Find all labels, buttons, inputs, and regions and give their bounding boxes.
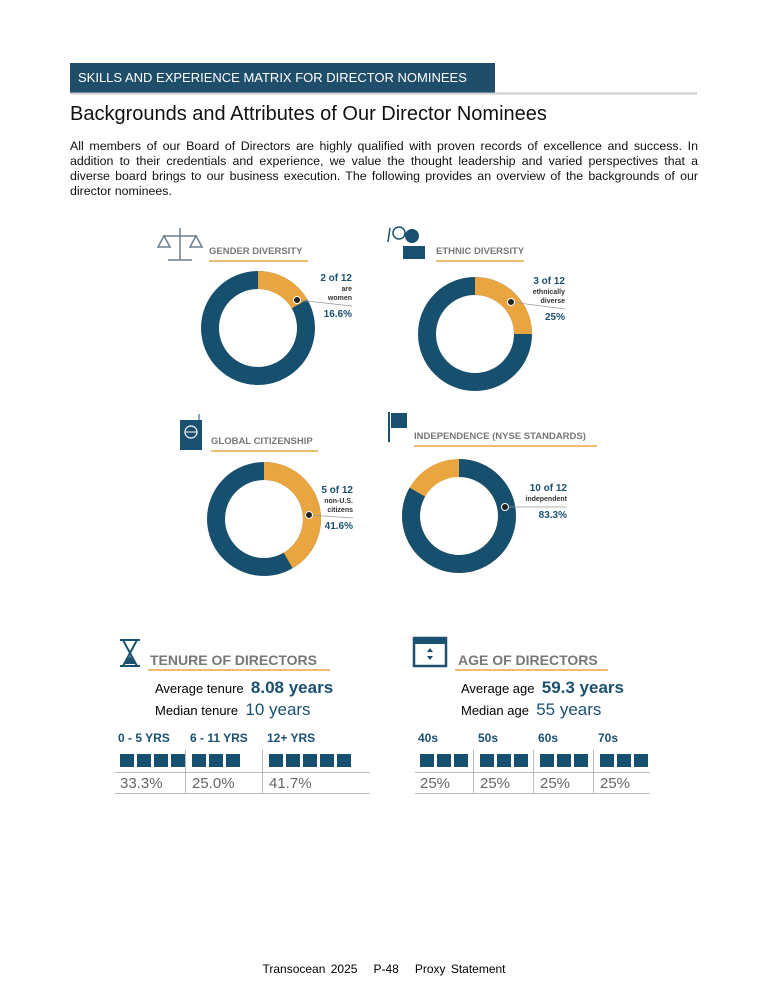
group-label: 50s (478, 731, 499, 745)
donut-arc (201, 271, 315, 385)
footer-page: P-48 (373, 962, 399, 976)
director-square (574, 754, 588, 767)
banner-bg (70, 63, 495, 93)
director-square (171, 754, 185, 767)
count: 3 of 12 (533, 276, 565, 287)
footer: Transocean 2025 P-48 Proxy Statement (0, 962, 768, 976)
director-square (454, 754, 468, 767)
hourglass-icon (120, 639, 140, 667)
director-square (154, 754, 168, 767)
dot (293, 296, 301, 304)
group-label: 12+ YRS (267, 731, 316, 745)
share: 41.7% (269, 775, 312, 792)
leader (296, 299, 353, 307)
intro: All members of our Board of Directors ar… (70, 139, 698, 198)
footer-company: Transocean 2025 (262, 962, 358, 976)
count: 10 of 12 (529, 483, 567, 494)
median-label: Median age (461, 703, 529, 718)
footer-doc: Proxy Statement (414, 962, 506, 976)
percent: 16.6% (323, 309, 352, 320)
director-square (557, 754, 571, 767)
section-title: AGE OF DIRECTORS (458, 652, 598, 668)
group-label: 70s (598, 731, 619, 745)
banner: SKILLS AND EXPERIENCE MATRIX FOR DIRECTO… (78, 70, 467, 85)
director-square (137, 754, 151, 767)
director-square (497, 754, 511, 767)
label: Median age 55 years (461, 700, 601, 720)
scale-icon (156, 228, 204, 261)
caption: non-U.S. (324, 498, 353, 505)
chart-title: GENDER DIVERSITY (209, 246, 303, 257)
director-square (634, 754, 648, 767)
leader (510, 301, 566, 310)
passport-icon (180, 414, 202, 450)
avg-value: 8.08 years (250, 678, 334, 697)
caption: citizens (327, 507, 353, 514)
director-square (120, 754, 134, 767)
count: 2 of 12 (320, 273, 352, 284)
caption: women (327, 295, 352, 302)
dot (507, 298, 515, 306)
calendar-icon (412, 636, 448, 668)
director-square (600, 754, 614, 767)
donut-arc (207, 462, 321, 576)
label: Average age 59.3 years (461, 678, 624, 698)
director-square (514, 754, 528, 767)
avg-label: Average tenure (155, 681, 244, 696)
share: 33.3% (120, 775, 163, 792)
group-label: 60s (538, 731, 559, 745)
group-label: 0 - 5 YRS (118, 731, 170, 745)
percent: 83.3% (538, 510, 567, 521)
director-square (269, 754, 283, 767)
share: 25% (480, 775, 511, 792)
director-square (192, 754, 206, 767)
share: 25.0% (192, 775, 235, 792)
director-square (337, 754, 351, 767)
person-icon (387, 226, 425, 259)
count: 5 of 12 (321, 485, 353, 496)
label: Average tenure 8.08 years (155, 678, 333, 698)
median-value: 10 years (245, 700, 311, 719)
share: 25% (540, 775, 571, 792)
avg-value: 59.3 years (541, 678, 624, 697)
director-square (226, 754, 240, 767)
director-square (420, 754, 434, 767)
chart-title: ETHNIC DIVERSITY (436, 246, 525, 257)
leader (308, 514, 354, 519)
caption: independent (525, 496, 567, 503)
median-label: Median tenure (155, 703, 239, 718)
chart-title: GLOBAL CITIZENSHIP (211, 436, 313, 447)
director-square (303, 754, 317, 767)
director-square (209, 754, 223, 767)
percent: 25% (544, 312, 565, 323)
caption: ethnically (532, 289, 565, 296)
group-label: 40s (418, 731, 439, 745)
caption: are (341, 286, 352, 293)
director-square (480, 754, 494, 767)
director-square (286, 754, 300, 767)
flag-icon (388, 412, 407, 442)
caption: diverse (540, 298, 565, 305)
director-square (437, 754, 451, 767)
chart-title: INDEPENDENCE (NYSE STANDARDS) (414, 431, 586, 442)
group-label: 6 - 11 YRS (190, 731, 248, 745)
share: 25% (600, 775, 631, 792)
label: Median tenure 10 years (155, 700, 311, 720)
percent: 41.6% (324, 521, 353, 532)
director-square (617, 754, 631, 767)
page-title: Backgrounds and Attributes of Our Direct… (70, 103, 547, 125)
director-square (320, 754, 334, 767)
avg-label: Average age (461, 681, 535, 696)
dot (305, 511, 313, 519)
dot (501, 503, 509, 511)
section-title: TENURE OF DIRECTORS (150, 652, 317, 668)
donut-arc (418, 277, 532, 391)
donut-arc (402, 459, 516, 573)
median-value: 55 years (536, 700, 602, 719)
share: 25% (420, 775, 451, 792)
director-square (540, 754, 554, 767)
